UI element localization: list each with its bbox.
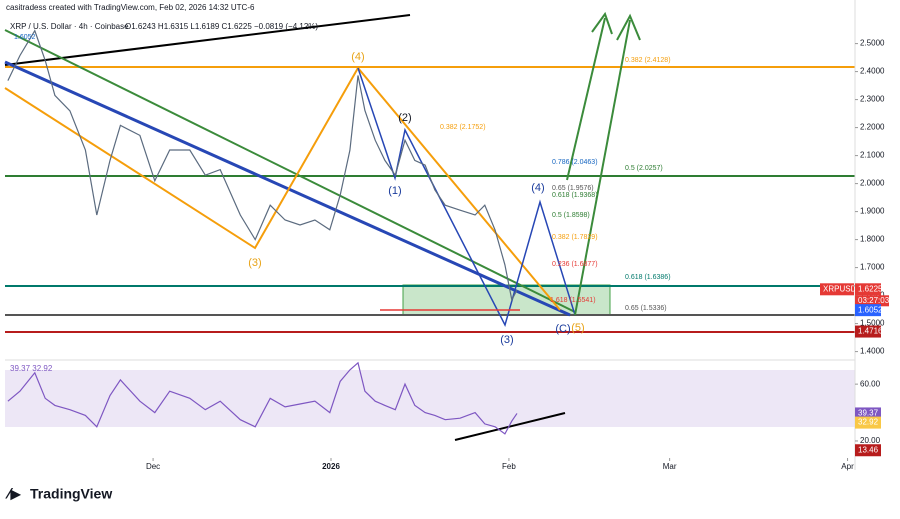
fib-label: 1.618 (1.5541)	[550, 297, 596, 304]
wave-blue	[357, 67, 576, 328]
wave-label: (3)	[500, 334, 513, 346]
drawings	[4, 0, 856, 470]
fib-label: 0.5 (1.8598)	[552, 212, 590, 219]
arrow-head	[616, 13, 641, 41]
wave-label: (3)	[248, 257, 261, 269]
fib-label: 0.382 (2.4128)	[625, 57, 671, 64]
price-badge-label: 32.92	[858, 418, 879, 427]
fib-label: 0.618 (1.9368)	[552, 192, 598, 199]
symbol: XRP / U.S. Dollar · 4h · Coinbase	[10, 22, 129, 31]
y-tick-label: 2.4000	[860, 67, 885, 76]
wave-label: (4)	[351, 51, 364, 63]
wave-label: (1)	[388, 185, 401, 197]
wave-label: (2)	[398, 112, 411, 124]
y-tick-label: 2.1000	[860, 151, 885, 160]
badge-symbol: XRPUSD	[823, 284, 857, 293]
arrow-head	[591, 11, 613, 35]
badge-bg	[820, 283, 854, 296]
credit: casitradess created with TradingView.com…	[6, 3, 255, 12]
y-tick-label: 1.4000	[860, 347, 885, 356]
rsi-legend: 39.37 32.92	[10, 364, 53, 373]
y-tick-label: 2.5000	[860, 39, 885, 48]
x-tick-label: Mar	[663, 462, 677, 471]
rsi-band	[5, 370, 855, 427]
x-tick-label: Dec	[146, 462, 160, 471]
trend-line	[4, 29, 576, 313]
y-tick-label: 1.7000	[860, 263, 885, 272]
series-line	[7, 361, 518, 435]
y-tick-label: 2.3000	[860, 95, 885, 104]
wave-label: (C)	[555, 323, 570, 335]
price-badge-label: 39.37	[858, 409, 879, 418]
price-badge-label: 1.6052	[858, 305, 883, 314]
price-badge	[855, 416, 881, 429]
fib-label: 0.65 (1.5336)	[625, 305, 667, 312]
fib-label: 0.5 (2.0257)	[625, 165, 663, 172]
arrow	[574, 19, 631, 316]
y-tick-label: 2.2000	[860, 123, 885, 132]
wave-label: (4)	[531, 182, 544, 194]
y-tick-label: 20.00	[860, 436, 881, 445]
x-tick-label: Feb	[502, 462, 516, 471]
price-badge	[855, 304, 881, 317]
price-badge	[855, 444, 881, 457]
price-badge	[855, 325, 881, 338]
fib-label: 0.786 (2.0463)	[552, 159, 598, 166]
y-tick-label: 1.8000	[860, 235, 885, 244]
trend-line	[4, 60, 571, 317]
wave-orange	[4, 66, 561, 311]
x-tick-label: 2026	[322, 462, 340, 471]
price-badge-label: 1.4716	[858, 327, 883, 336]
timer-bg	[855, 295, 889, 307]
series-line	[7, 29, 518, 302]
fib-label: 0.618 (1.6386)	[625, 274, 671, 281]
y-tick-label: 60.00	[860, 379, 881, 388]
timer: 03:27:03	[858, 296, 890, 305]
wave-label: (5)	[571, 322, 584, 334]
trend-line	[4, 14, 411, 66]
y-tick-label: 1.9000	[860, 207, 885, 216]
rsi-trend-line	[454, 412, 566, 441]
fib-label: 0.382 (2.1752)	[440, 124, 486, 131]
price-badge-label: 1.6225	[858, 284, 883, 293]
ohlc: O1.6243 H1.6315 L1.6189 C1.6225 −0.0819 …	[125, 22, 318, 31]
y-tick-label: 1.5000	[860, 319, 885, 328]
y-tick-label: 2.0000	[860, 179, 885, 188]
logo-mark: ⁄‍▶	[5, 486, 21, 502]
fib-label: 0.382 (1.7829)	[552, 234, 598, 241]
x-tick-label: Apr	[841, 462, 854, 471]
fib-label: 0.65 (1.9576)	[552, 185, 594, 192]
price-badge	[855, 407, 881, 420]
logo: TradingView	[30, 486, 112, 502]
arrow	[566, 17, 606, 181]
fib-label: 0.236 (1.6877)	[552, 261, 598, 268]
price-badge-label: 13.46	[858, 445, 879, 454]
price-badge	[855, 283, 881, 296]
fib-label: 1.6052	[14, 34, 36, 41]
